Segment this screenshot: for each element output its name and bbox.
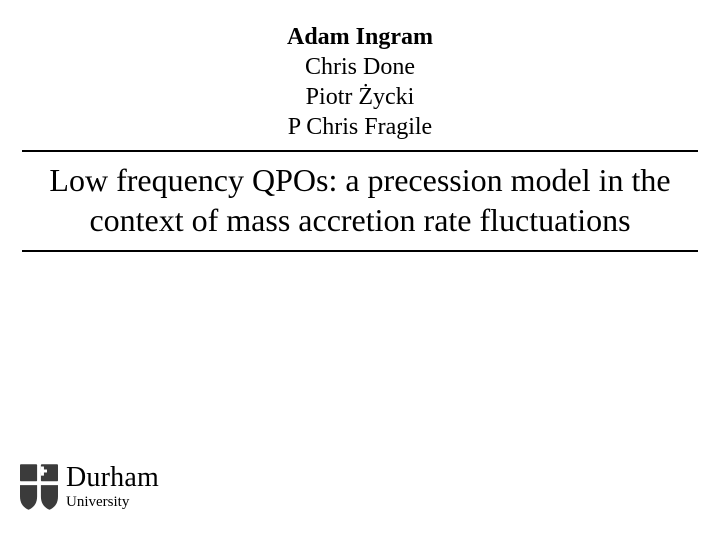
author-name: Chris Done	[0, 52, 720, 82]
presentation-title: Low frequency QPOs: a precession model i…	[0, 156, 720, 244]
university-name: Durham	[66, 464, 159, 492]
author-lead: Adam Ingram	[0, 22, 720, 52]
logo-text: Durham University	[66, 464, 159, 511]
shield-icon	[20, 464, 58, 510]
author-list: Adam Ingram Chris Done Piotr Życki P Chr…	[0, 22, 720, 142]
author-name: Piotr Życki	[0, 82, 720, 112]
university-logo: Durham University	[20, 464, 159, 511]
title-slide: Adam Ingram Chris Done Piotr Życki P Chr…	[0, 0, 720, 540]
author-name: P Chris Fragile	[0, 112, 720, 142]
divider-bottom	[22, 250, 698, 252]
divider-top	[22, 150, 698, 152]
university-subtitle: University	[66, 494, 159, 511]
